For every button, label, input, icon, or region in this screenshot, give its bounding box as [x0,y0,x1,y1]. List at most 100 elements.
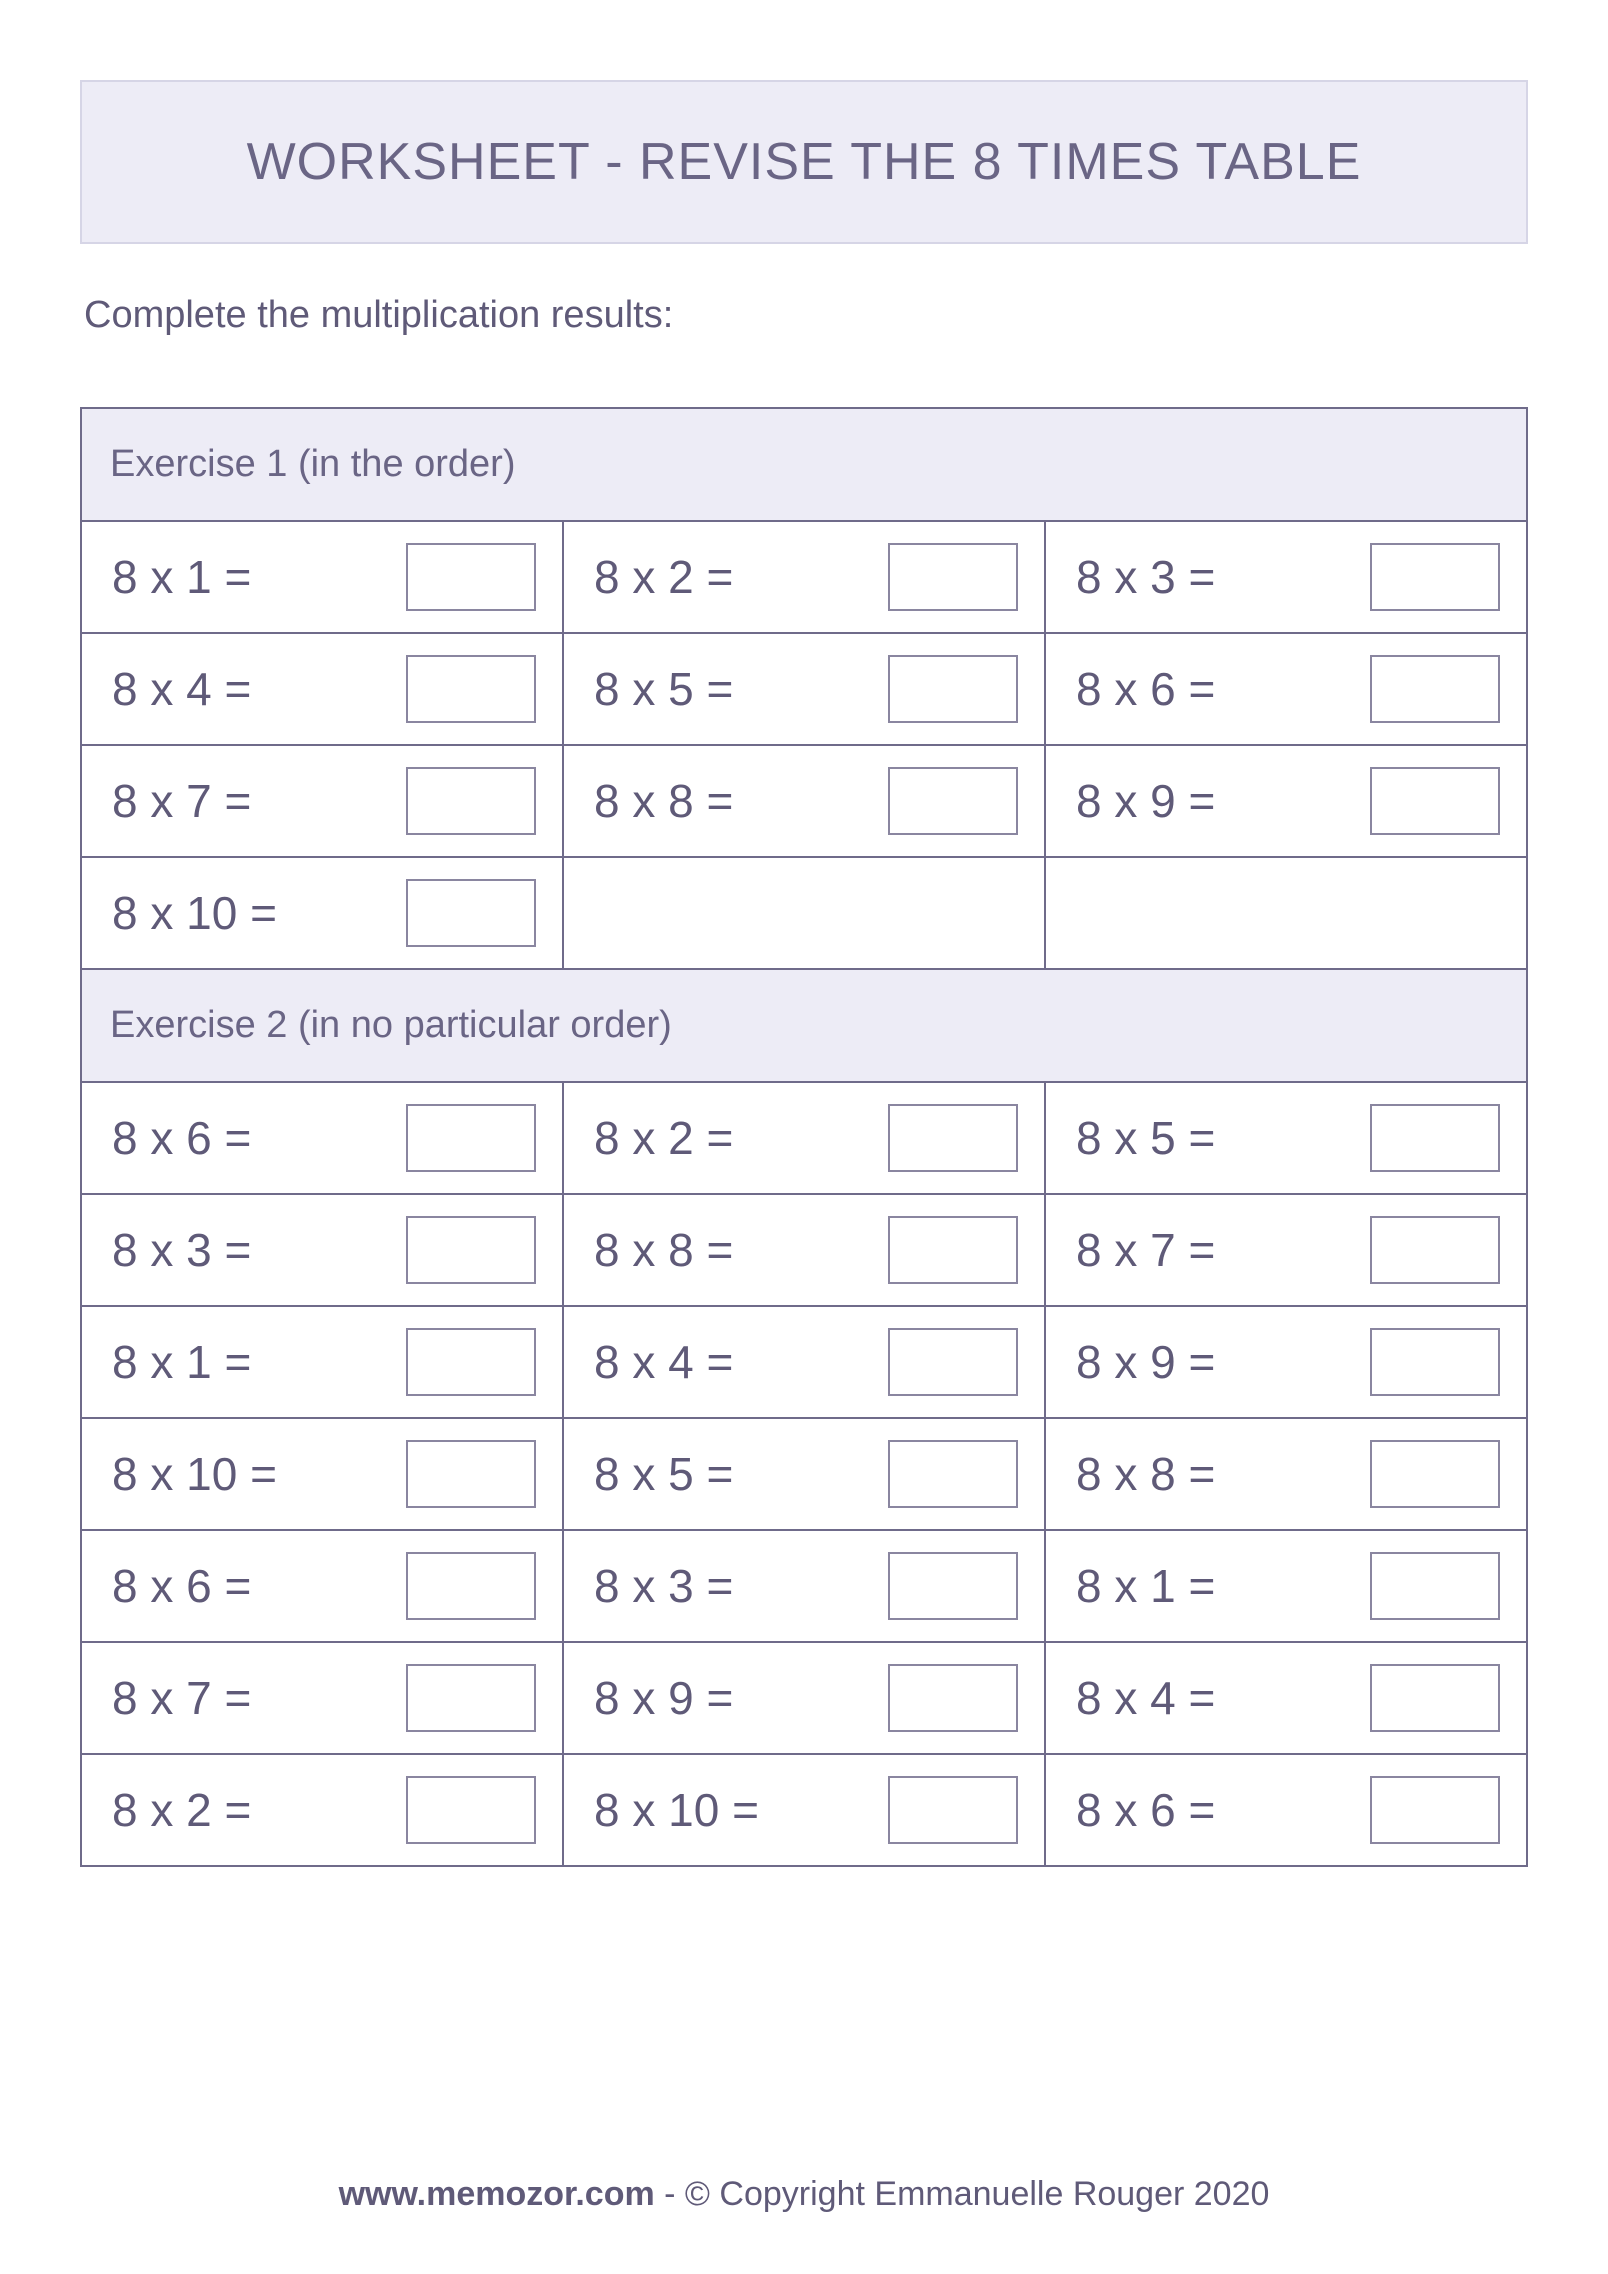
cell-inner: 8 x 7 = [112,1663,536,1733]
multiplication-expression: 8 x 8 = [594,1223,733,1277]
cell-inner: 8 x 2 = [594,1103,1018,1173]
cell-inner: 8 x 8 = [594,766,1018,836]
multiplication-expression: 8 x 1 = [112,1335,251,1389]
worksheet-page: WORKSHEET - REVISE THE 8 TIMES TABLE Com… [0,0,1608,2274]
multiplication-expression: 8 x 5 = [1076,1111,1215,1165]
cell-inner: 8 x 4 = [1076,1663,1500,1733]
answer-box[interactable] [1370,1328,1500,1396]
answer-box[interactable] [888,655,1018,723]
exercise-cell: 8 x 7 = [1045,1194,1527,1306]
exercise-cell: 8 x 1 = [1045,1530,1527,1642]
multiplication-expression: 8 x 5 = [594,1447,733,1501]
answer-box[interactable] [406,1440,536,1508]
answer-box[interactable] [888,1328,1018,1396]
multiplication-expression: 8 x 6 = [1076,662,1215,716]
answer-box[interactable] [888,1776,1018,1844]
exercise-cell: 8 x 3 = [81,1194,563,1306]
answer-box[interactable] [1370,767,1500,835]
multiplication-expression: 8 x 7 = [1076,1223,1215,1277]
instructions-text: Complete the multiplication results: [84,294,1528,337]
exercise-cell: 8 x 6 = [1045,1754,1527,1866]
answer-box[interactable] [406,1552,536,1620]
answer-box[interactable] [1370,655,1500,723]
exercise-row: 8 x 1 = 8 x 2 = 8 x 3 = [81,521,1527,633]
footer-site: www.memozor.com [339,2175,655,2213]
exercise-cell: 8 x 9 = [1045,745,1527,857]
exercise-cell: 8 x 5 = [1045,1082,1527,1194]
exercise-row: 8 x 10 = [81,857,1527,969]
exercise-cell: 8 x 4 = [1045,1642,1527,1754]
exercise-cell: 8 x 8 = [563,745,1045,857]
answer-box[interactable] [1370,1440,1500,1508]
answer-box[interactable] [1370,1776,1500,1844]
answer-box[interactable] [1370,1664,1500,1732]
multiplication-expression: 8 x 5 = [594,662,733,716]
multiplication-expression: 8 x 1 = [112,550,251,604]
exercise-cell: 8 x 1 = [81,1306,563,1418]
answer-box[interactable] [406,1216,536,1284]
exercise-cell: 8 x 10 = [81,857,563,969]
cell-inner: 8 x 3 = [594,1551,1018,1621]
answer-box[interactable] [406,1664,536,1732]
exercise-cell: 8 x 7 = [81,1642,563,1754]
cell-inner: 8 x 9 = [1076,1327,1500,1397]
cell-inner: 8 x 7 = [112,766,536,836]
answer-box[interactable] [406,655,536,723]
cell-inner: 8 x 1 = [1076,1551,1500,1621]
multiplication-expression: 8 x 4 = [112,662,251,716]
multiplication-expression: 8 x 3 = [1076,550,1215,604]
exercise-cell: 8 x 6 = [81,1082,563,1194]
answer-box[interactable] [1370,1104,1500,1172]
cell-inner: 8 x 5 = [594,654,1018,724]
answer-box[interactable] [888,767,1018,835]
answer-box[interactable] [406,1776,536,1844]
multiplication-expression: 8 x 6 = [1076,1783,1215,1837]
exercise-cell: 8 x 5 = [563,633,1045,745]
multiplication-expression: 8 x 8 = [1076,1447,1215,1501]
cell-inner: 8 x 6 = [112,1551,536,1621]
exercises-table: Exercise 1 (in the order)8 x 1 =8 x 2 =8… [80,407,1528,1867]
multiplication-expression: 8 x 2 = [594,1111,733,1165]
cell-inner: 8 x 6 = [112,1103,536,1173]
answer-box[interactable] [1370,543,1500,611]
cell-inner: 8 x 5 = [594,1439,1018,1509]
exercise-header-row: Exercise 1 (in the order) [81,408,1527,521]
exercise-row: 8 x 7 = 8 x 8 = 8 x 9 = [81,745,1527,857]
multiplication-expression: 8 x 3 = [594,1559,733,1613]
answer-box[interactable] [406,879,536,947]
cell-inner: 8 x 4 = [594,1327,1018,1397]
exercise-cell: 8 x 7 = [81,745,563,857]
answer-box[interactable] [888,1440,1018,1508]
multiplication-expression: 8 x 9 = [594,1671,733,1725]
answer-box[interactable] [888,1104,1018,1172]
cell-inner: 8 x 3 = [112,1215,536,1285]
multiplication-expression: 8 x 7 = [112,1671,251,1725]
cell-inner: 8 x 2 = [112,1775,536,1845]
cell-inner: 8 x 6 = [1076,1775,1500,1845]
answer-box[interactable] [888,543,1018,611]
multiplication-expression: 8 x 6 = [112,1559,251,1613]
exercise-label: Exercise 2 (in no particular order) [81,969,1527,1082]
exercise-cell: 8 x 2 = [81,1754,563,1866]
answer-box[interactable] [406,1104,536,1172]
exercise-cell: 8 x 4 = [81,633,563,745]
exercise-row: 8 x 1 = 8 x 4 = 8 x 9 = [81,1306,1527,1418]
multiplication-expression: 8 x 4 = [594,1335,733,1389]
multiplication-expression: 8 x 7 = [112,774,251,828]
answer-box[interactable] [406,767,536,835]
exercise-cell: 8 x 2 = [563,1082,1045,1194]
answer-box[interactable] [1370,1552,1500,1620]
answer-box[interactable] [888,1664,1018,1732]
answer-box[interactable] [888,1552,1018,1620]
answer-box[interactable] [406,543,536,611]
answer-box[interactable] [1370,1216,1500,1284]
exercise-row: 8 x 3 = 8 x 8 = 8 x 7 = [81,1194,1527,1306]
answer-box[interactable] [888,1216,1018,1284]
exercise-cell: 8 x 6 = [1045,633,1527,745]
exercise-cell: 8 x 4 = [563,1306,1045,1418]
exercise-cell: 8 x 1 = [81,521,563,633]
cell-inner: 8 x 8 = [594,1215,1018,1285]
answer-box[interactable] [406,1328,536,1396]
title-box: WORKSHEET - REVISE THE 8 TIMES TABLE [80,80,1528,244]
exercise-cell: 8 x 2 = [563,521,1045,633]
